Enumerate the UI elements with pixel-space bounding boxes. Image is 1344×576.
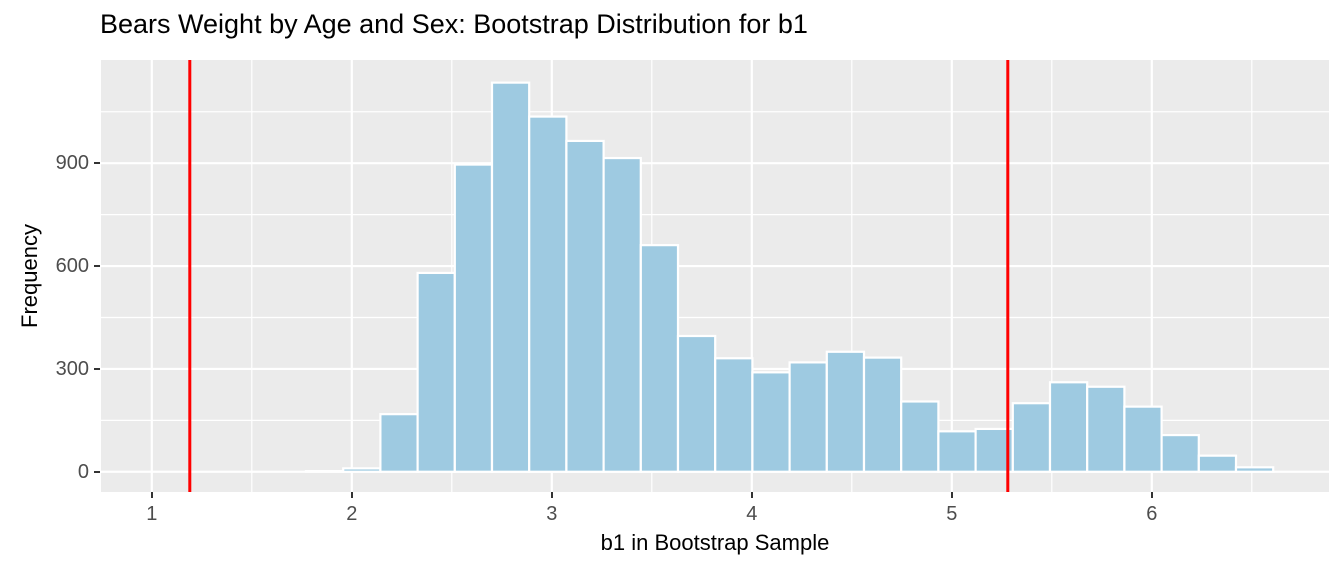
x-tick-mark xyxy=(1150,492,1153,498)
histogram-bar xyxy=(639,244,680,473)
histogram-bar xyxy=(751,371,791,473)
x-tick-label: 5 xyxy=(946,503,958,525)
histogram-bar xyxy=(1234,466,1275,473)
histogram-bar xyxy=(1048,381,1089,473)
histogram-bar xyxy=(788,361,828,473)
y-tick-mark xyxy=(94,265,100,268)
histogram-bar xyxy=(453,163,494,473)
histogram-bar xyxy=(714,357,754,473)
y-tick-label: 600 xyxy=(55,255,89,278)
y-tick-label: 900 xyxy=(55,152,89,175)
y-axis-title: Frequency xyxy=(17,224,42,328)
histogram-canvas xyxy=(101,60,1329,492)
histogram-bar xyxy=(1011,402,1052,473)
histogram-bar xyxy=(1123,405,1163,473)
histogram-bar xyxy=(304,469,345,473)
y-tick-label: 300 xyxy=(55,357,89,380)
x-tick-label: 6 xyxy=(1146,503,1158,525)
y-tick-mark xyxy=(94,162,100,165)
y-tick-label: 0 xyxy=(77,460,89,483)
histogram-bar xyxy=(565,139,605,473)
histogram-bar xyxy=(342,467,382,473)
x-tick-mark xyxy=(150,492,153,498)
histogram-bar xyxy=(825,350,866,473)
histogram-bar xyxy=(1086,385,1126,473)
x-tick-mark xyxy=(950,492,953,498)
y-tick-mark xyxy=(94,470,100,473)
chart-title: Bears Weight by Age and Sex: Bootstrap D… xyxy=(100,9,808,39)
histogram-bar xyxy=(862,356,903,473)
y-tick-mark xyxy=(94,367,100,370)
plot-panel xyxy=(101,60,1329,492)
histogram-bar xyxy=(676,334,717,473)
histogram-bar xyxy=(416,271,456,473)
histogram-bar xyxy=(900,400,940,473)
histogram-bar xyxy=(528,115,568,473)
histogram-bar xyxy=(1197,454,1238,473)
x-tick-label: 3 xyxy=(546,503,558,525)
x-tick-mark xyxy=(550,492,553,498)
x-tick-label: 4 xyxy=(746,503,758,525)
histogram-bar xyxy=(1160,433,1200,473)
x-axis-title: b1 in Bootstrap Sample xyxy=(600,530,830,555)
x-tick-mark xyxy=(750,492,753,498)
x-tick-label: 2 xyxy=(346,503,358,525)
x-tick-mark xyxy=(350,492,353,498)
histogram-bar xyxy=(379,413,419,473)
histogram-bar xyxy=(490,81,531,473)
histogram-bar xyxy=(602,156,642,473)
x-tick-label: 1 xyxy=(146,503,158,525)
histogram-bar xyxy=(937,430,977,473)
